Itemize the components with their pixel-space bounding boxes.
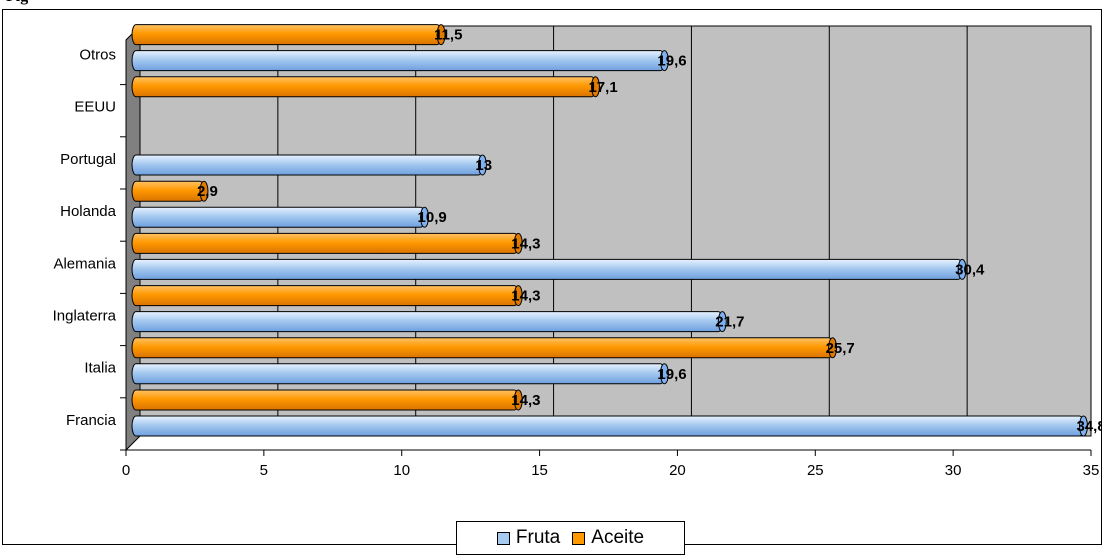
bar-aceite-alemania-cap	[513, 232, 523, 254]
bar-fruta-otros	[131, 50, 665, 72]
data-label-fruta-italia: 19,6	[657, 366, 686, 383]
legend-item-fruta: Fruta	[496, 527, 561, 549]
bar-fruta-inglaterra	[131, 311, 723, 333]
chart-legend: Fruta Aceite	[456, 521, 685, 555]
data-label-fruta-holanda: 10,9	[418, 209, 447, 226]
bar-aceite-otros	[131, 24, 442, 46]
x-tick-label-15: 15	[531, 462, 548, 479]
page-title: Fig	[6, 0, 1106, 10]
category-label-alemania: Alemania	[53, 255, 116, 272]
bar-fruta-otros-cap	[659, 50, 669, 72]
bar-aceite-holanda	[131, 180, 205, 202]
data-label-fruta-francia: 34,8	[1076, 418, 1101, 435]
bar-fruta-portugal	[131, 154, 483, 176]
bar-aceite-francia-cap	[513, 389, 523, 411]
data-label-aceite-francia: 14,3	[511, 392, 540, 409]
bar-aceite-inglaterra	[131, 285, 519, 307]
x-tick-label-30: 30	[945, 462, 962, 479]
bar-fruta-italia	[131, 363, 665, 385]
bar-aceite-holanda-cap	[199, 180, 209, 202]
x-tick-label-20: 20	[669, 462, 686, 479]
data-label-aceite-italia: 25,7	[826, 340, 855, 357]
category-label-portugal: Portugal	[60, 151, 116, 168]
x-tick-label-25: 25	[807, 462, 824, 479]
bar-fruta-alemania	[131, 258, 963, 280]
data-label-fruta-alemania: 30,4	[955, 261, 985, 278]
data-label-aceite-eeuu: 17,1	[588, 79, 617, 96]
category-label-inglaterra: Inglaterra	[53, 308, 117, 325]
bar-fruta-inglaterra-cap	[717, 311, 727, 333]
bar-aceite-inglaterra-cap	[513, 285, 523, 307]
category-label-otros: Otros	[79, 47, 116, 64]
bar-aceite-alemania	[131, 232, 519, 254]
data-label-aceite-otros: 11,5	[434, 27, 462, 44]
bar-fruta-alemania-cap	[957, 258, 967, 280]
legend-label-aceite: Aceite	[591, 527, 645, 548]
bar-fruta-portugal-cap	[477, 154, 487, 176]
category-label-eeuu: EEUU	[74, 99, 116, 116]
bar-aceite-eeuu	[131, 76, 596, 98]
category-label-holanda: Holanda	[60, 203, 117, 220]
legend-label-fruta: Fruta	[515, 527, 561, 548]
data-label-aceite-inglaterra: 14,3	[511, 288, 540, 305]
x-tick-label-35: 35	[1083, 462, 1100, 479]
legend-swatch-aceite	[572, 531, 586, 545]
bar-fruta-italia-cap	[659, 363, 669, 385]
bar-aceite-otros-cap	[436, 24, 446, 46]
bar-aceite-italia-cap	[828, 337, 838, 359]
bar-aceite-eeuu-cap	[590, 76, 600, 98]
data-label-aceite-alemania: 14,3	[511, 235, 540, 252]
bar-fruta-holanda	[131, 206, 426, 228]
x-tick-label-10: 10	[393, 462, 410, 479]
x-tick-label-5: 5	[260, 462, 268, 479]
data-label-fruta-portugal: 13	[475, 157, 492, 174]
bar-fruta-holanda-cap	[420, 206, 430, 228]
legend-swatch-fruta	[496, 531, 510, 545]
data-label-fruta-inglaterra: 21,7	[715, 314, 744, 331]
bar-chart: 0 5 10 15 20 25 30 35 Francia 34,8 14,3 Italia 19,6 2…	[53, 24, 1101, 479]
data-label-fruta-otros: 19,6	[657, 53, 686, 70]
bar-aceite-francia	[131, 389, 519, 411]
data-label-aceite-holanda: 2,9	[197, 183, 218, 200]
category-label-francia: Francia	[66, 412, 117, 429]
category-label-italia: Italia	[84, 360, 116, 377]
legend-item-aceite: Aceite	[572, 527, 644, 549]
chart-frame: 0 5 10 15 20 25 30 35 Francia 34,8 14,3 Italia 19,6 2…	[2, 9, 1102, 555]
bar-fruta-francia	[131, 415, 1084, 437]
bar-fruta-francia-cap	[1078, 415, 1088, 437]
bar-aceite-italia	[131, 337, 834, 359]
x-tick-label-0: 0	[122, 462, 130, 479]
